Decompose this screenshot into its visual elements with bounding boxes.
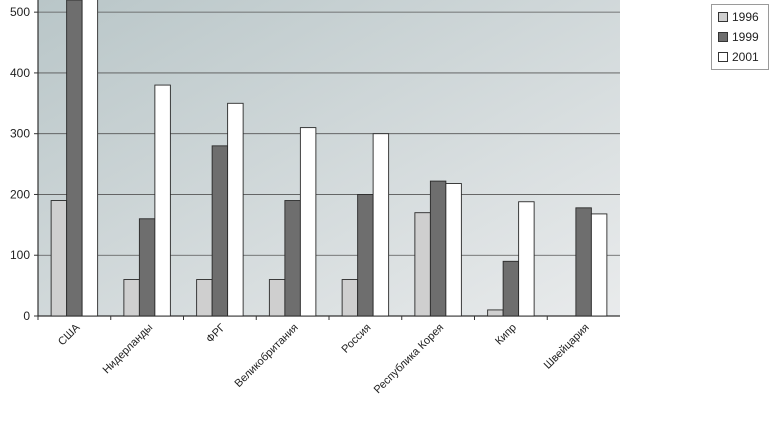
- x-tick-label: США: [56, 321, 83, 348]
- x-tick-label: Нидерланды: [101, 322, 156, 377]
- legend-label: 2001: [732, 50, 759, 64]
- bar-1999: [357, 194, 374, 317]
- legend-item: 2001: [712, 47, 768, 67]
- x-tick-label: Россия: [339, 322, 373, 356]
- bar-2001: [518, 201, 535, 317]
- y-tick-label: 400: [10, 66, 30, 80]
- legend-swatch-1999: [718, 32, 728, 42]
- y-tick-label: 300: [10, 127, 30, 141]
- bar-1996: [123, 279, 140, 317]
- bar-1996: [487, 309, 504, 317]
- y-tick-label: 500: [10, 5, 30, 19]
- bar-1996: [196, 279, 213, 317]
- bars: [50, 0, 608, 317]
- x-tick-label: ФРГ: [204, 322, 228, 346]
- legend-swatch-1996: [718, 12, 728, 22]
- legend-label: 1996: [732, 10, 759, 24]
- bar-2001: [227, 102, 244, 317]
- bar-1996: [268, 279, 286, 317]
- x-tick-label: Кипр: [493, 322, 519, 348]
- x-tick-label: Швейцария: [542, 322, 592, 372]
- x-tick-label: Республика Корея: [372, 322, 447, 397]
- legend-item: 1996: [712, 7, 768, 27]
- y-tick-label: 0: [23, 309, 30, 323]
- bar-2001: [590, 213, 608, 317]
- bar-2001: [372, 133, 390, 317]
- legend-swatch-2001: [718, 52, 728, 62]
- bar-1999: [575, 207, 592, 317]
- bar-1996: [50, 200, 68, 317]
- bar-2001: [81, 0, 99, 317]
- bar-1996: [414, 212, 431, 317]
- y-tick-label: 100: [10, 248, 30, 262]
- x-tick-label: Великобритания: [233, 322, 301, 390]
- bar-1999: [429, 180, 447, 317]
- legend: 1996 1999 2001: [711, 4, 769, 70]
- y-tick-label: 200: [10, 187, 30, 201]
- legend-label: 1999: [732, 30, 759, 44]
- bar-1996: [341, 279, 359, 317]
- bar-2001: [445, 183, 462, 317]
- bar-1999: [211, 145, 229, 317]
- bar-2001: [154, 84, 171, 317]
- bar-1999: [66, 0, 83, 317]
- bar-2001: [299, 127, 317, 317]
- bar-1999: [138, 218, 156, 317]
- bar-1999: [502, 260, 520, 317]
- bar-1999: [284, 200, 301, 317]
- legend-item: 1999: [712, 27, 768, 47]
